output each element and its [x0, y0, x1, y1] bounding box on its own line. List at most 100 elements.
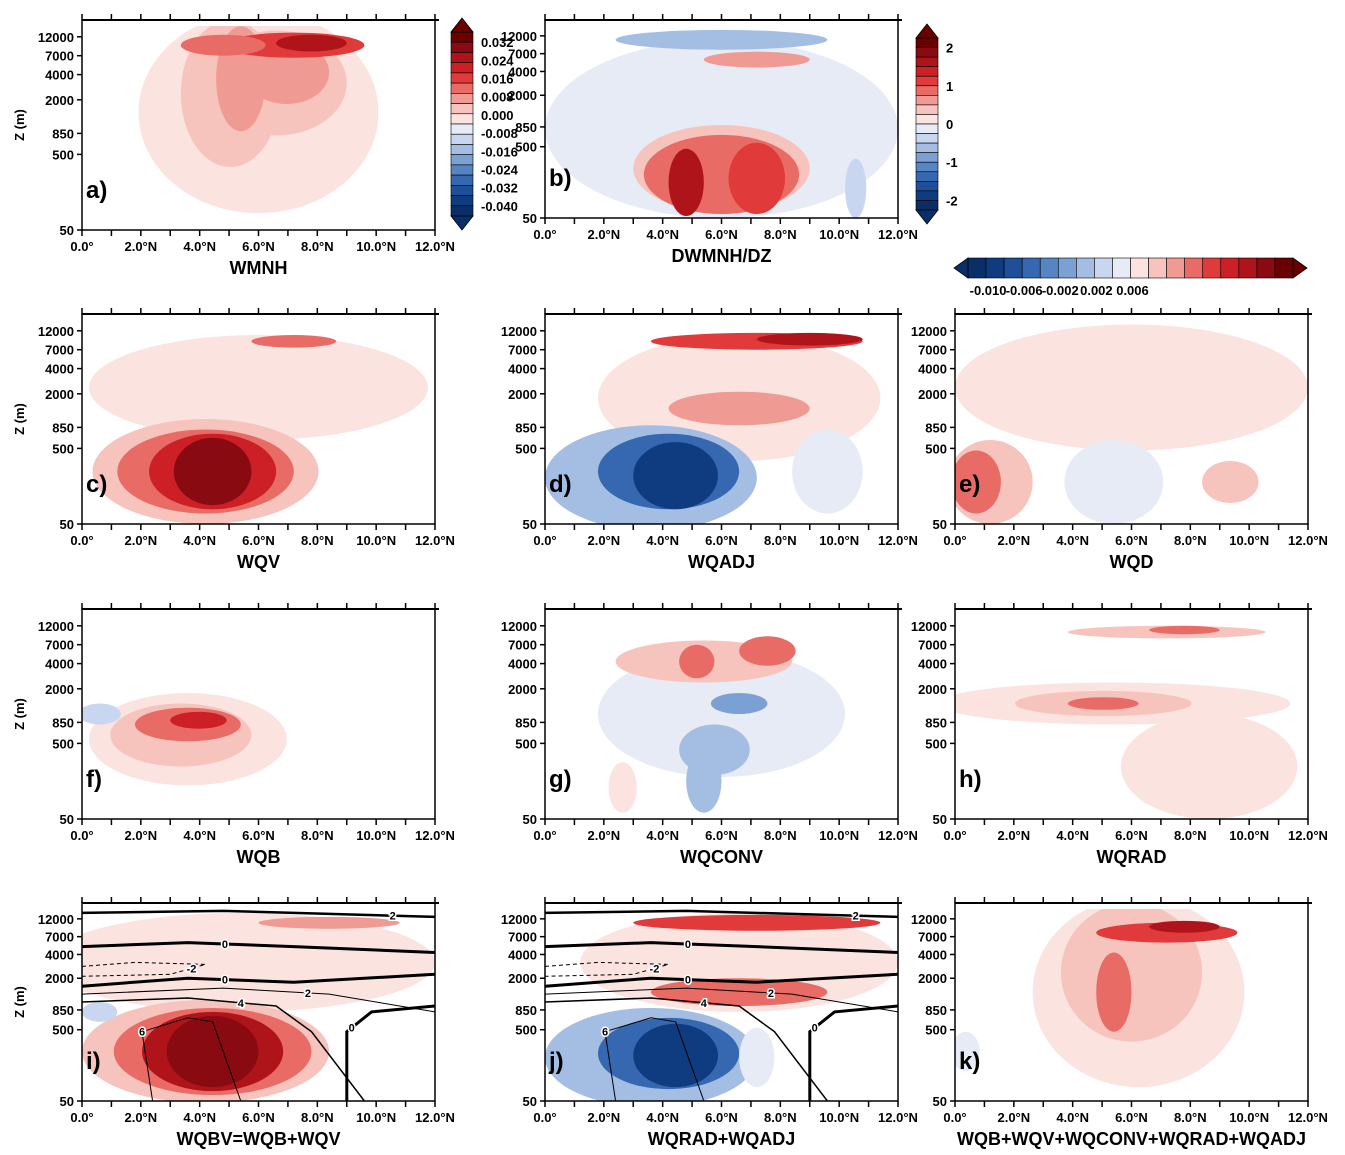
- contour-region: [1149, 625, 1220, 635]
- x-tick-label: 8.0°N: [301, 239, 334, 254]
- contour-region: [955, 324, 1308, 451]
- colorbar-swatch: [450, 93, 474, 104]
- colorbar-swatch: [450, 185, 474, 196]
- contour-region: [650, 978, 828, 1006]
- y-tick-label: 850: [515, 1003, 537, 1018]
- colorbar-swatch: [1039, 257, 1059, 279]
- x-tick-label: 2.0°N: [124, 533, 157, 548]
- y-tick-label: 7000: [508, 343, 537, 358]
- contour-label: 6: [139, 1027, 145, 1039]
- contour-region: [1202, 461, 1259, 503]
- contour-region: [89, 335, 428, 440]
- contour-region: [1064, 440, 1164, 524]
- panel-d: 0.0° 2.0°N 4.0°N 6.0°N 8.0°N 10.0°N 12.0°N 1200…: [501, 308, 918, 572]
- colorbar-label: -1: [946, 155, 958, 170]
- y-tick-label: 12000: [911, 324, 947, 339]
- y-tick-label: 12000: [38, 912, 74, 927]
- x-tick-label: 10.0°N: [1229, 1110, 1269, 1125]
- panel-title: WQV: [237, 552, 280, 572]
- contour-region: [1096, 952, 1132, 1032]
- colorbar-swatch: [1076, 257, 1095, 279]
- x-tick-label: 0.0°: [70, 1110, 93, 1125]
- colorbar-swatch: [1238, 257, 1258, 279]
- y-tick-label: 7000: [508, 47, 537, 62]
- colorbar-swatch: [915, 200, 939, 211]
- y-tick-label: 2000: [918, 387, 947, 402]
- colorbar-swatch: [1202, 257, 1222, 279]
- contour-line: [82, 972, 435, 988]
- y-tick-label: 500: [52, 147, 74, 162]
- y-tick-label: 12000: [501, 324, 537, 339]
- colorbar-swatch: [1184, 257, 1204, 279]
- contour-region: [170, 711, 227, 729]
- x-tick-label: 10.0°N: [356, 239, 396, 254]
- contour-line: [82, 941, 435, 954]
- y-tick-label: 12000: [911, 912, 947, 927]
- contour-line: [808, 1004, 898, 1101]
- x-tick-label: 6.0°N: [705, 227, 738, 242]
- contour-region: [739, 1027, 775, 1088]
- contour-line: [82, 987, 435, 1013]
- x-tick-label: 0.0°: [943, 1110, 966, 1125]
- colorbar-swatch: [450, 72, 474, 84]
- panel-tag: b): [549, 165, 572, 192]
- y-tick-label: 4000: [45, 362, 74, 377]
- colorbar-swatch: [450, 31, 474, 43]
- contour-label: 2: [853, 911, 859, 923]
- y-tick-label: 50: [60, 1094, 74, 1109]
- colorbar-swatch: [450, 164, 474, 176]
- panel-j: 0 -2 0 2 4 6 0 2 0.0° 2.0°N 4.0°N 6.0°N 8.0°N 10.0°N 1…: [501, 897, 918, 1149]
- x-tick-label: 8.0°N: [1174, 828, 1207, 843]
- x-tick-label: 4.0°N: [183, 533, 216, 548]
- x-tick-label: 2.0°N: [124, 239, 157, 254]
- x-tick-label: 12.0°N: [878, 533, 918, 548]
- contour-region: [1067, 697, 1139, 710]
- y-tick-label: 12000: [911, 619, 947, 634]
- panel-tag: a): [86, 177, 107, 204]
- x-tick-label: 8.0°N: [764, 227, 797, 242]
- colorbar-swatch: [915, 181, 939, 192]
- colorbar-arrow-max: [1292, 257, 1308, 279]
- x-tick-label: 10.0°N: [1229, 828, 1269, 843]
- contour-field: 0 -2 0 2 4 6 0 2: [545, 909, 898, 1101]
- colorbar-swatch: [915, 171, 939, 182]
- y-tick-label: 4000: [508, 362, 537, 377]
- panel-a: 0.0° 2.0°N 4.0°N 6.0°N 8.0°N 10.0°N 12.0°N 1200…: [12, 14, 455, 278]
- x-tick-label: 12.0°N: [878, 1110, 918, 1125]
- contour-line: [345, 1004, 435, 1101]
- x-tick-label: 6.0°N: [242, 828, 275, 843]
- y-tick-label: 50: [523, 517, 537, 532]
- y-tick-label: 4000: [918, 362, 947, 377]
- panel-b: 0.0° 2.0°N 4.0°N 6.0°N 8.0°N 10.0°N 12.0°N 1200…: [501, 14, 918, 266]
- contour-region: [251, 335, 337, 348]
- y-tick-label: 4000: [45, 68, 74, 83]
- x-tick-label: 8.0°N: [764, 1110, 797, 1125]
- x-tick-label: 10.0°N: [356, 1110, 396, 1125]
- colorbar-swatch: [1274, 257, 1294, 279]
- contour-region: [668, 391, 810, 426]
- contour-region: [668, 148, 704, 217]
- x-tick-label: 4.0°N: [646, 828, 679, 843]
- colorbar-swatch: [915, 85, 939, 96]
- contour-field: [955, 324, 1308, 524]
- panel-g: 0.0° 2.0°N 4.0°N 6.0°N 8.0°N 10.0°N 12.0°N 1200…: [501, 603, 918, 867]
- y-tick-label: 500: [515, 441, 537, 456]
- x-tick-label: 10.0°N: [356, 828, 396, 843]
- contour-region: [679, 644, 715, 679]
- x-tick-label: 2.0°N: [124, 828, 157, 843]
- x-tick-label: 10.0°N: [819, 1110, 859, 1125]
- contour-region: [710, 693, 768, 714]
- x-tick-label: 12.0°N: [1288, 1110, 1328, 1125]
- panel-title: WQB: [237, 847, 281, 867]
- x-tick-label: 4.0°N: [1056, 1110, 1089, 1125]
- contour-region: [728, 142, 786, 215]
- x-tick-label: 8.0°N: [301, 533, 334, 548]
- y-tick-label: 7000: [918, 930, 947, 945]
- contour-field: [955, 625, 1298, 819]
- panel-tag: d): [549, 471, 572, 498]
- colorbar-label: -0.016: [481, 144, 518, 159]
- y-tick-label: 500: [515, 140, 537, 155]
- colorbar-swatch: [1256, 257, 1276, 279]
- colorbar-a: 0.032 0.024 0.016 0.008 0.000 -0.008 -0.016 -0.…: [450, 17, 519, 231]
- panel-tag: j): [548, 1048, 564, 1075]
